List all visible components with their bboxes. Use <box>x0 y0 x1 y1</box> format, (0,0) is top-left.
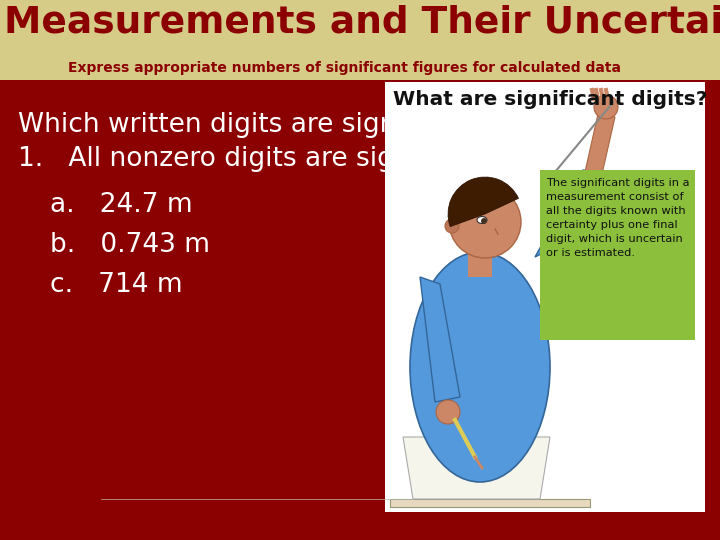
Circle shape <box>481 218 487 224</box>
Bar <box>540 170 695 340</box>
Ellipse shape <box>477 217 487 224</box>
Text: Measurements and Their Uncertainty 3.1: Measurements and Their Uncertainty 3.1 <box>4 5 720 41</box>
Text: What are significant digits?: What are significant digits? <box>393 90 707 109</box>
Text: 1.   All nonzero digits are significant: 1. All nonzero digits are significant <box>18 146 492 172</box>
Text: a.   24.7 m: a. 24.7 m <box>50 192 193 218</box>
Text: c.   714 m: c. 714 m <box>50 272 183 298</box>
Bar <box>0 0 720 80</box>
Text: b.   0.743 m: b. 0.743 m <box>50 232 210 258</box>
Bar <box>385 82 705 512</box>
Circle shape <box>445 219 459 233</box>
Circle shape <box>594 95 618 119</box>
Text: Which written digits are significant: Which written digits are significant <box>18 112 478 138</box>
Polygon shape <box>585 114 615 174</box>
Circle shape <box>449 186 521 258</box>
Wedge shape <box>448 177 518 227</box>
Ellipse shape <box>410 252 550 482</box>
Circle shape <box>436 400 460 424</box>
Text: The significant digits in a
measurement consist of
all the digits known with
cer: The significant digits in a measurement … <box>546 178 690 258</box>
Text: Express appropriate numbers of significant figures for calculated data: Express appropriate numbers of significa… <box>68 61 621 75</box>
Polygon shape <box>420 277 460 402</box>
Bar <box>468 247 492 277</box>
Polygon shape <box>403 437 550 499</box>
Bar <box>390 499 590 507</box>
Polygon shape <box>535 170 600 257</box>
